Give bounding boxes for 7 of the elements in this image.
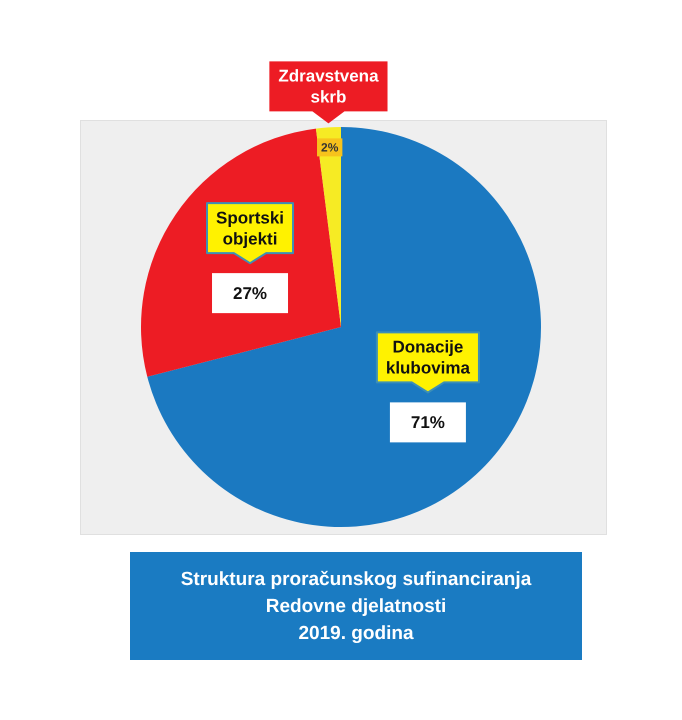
slice-label: Donacije klubovima xyxy=(386,338,470,378)
text: Struktura proračunskog sufinanciranja Redovne djelatnosti 2019. godina xyxy=(180,568,532,646)
data-label: 71% xyxy=(410,413,445,432)
data-label: 27% xyxy=(233,284,268,303)
data-label: 2% xyxy=(321,140,339,155)
slice-label: Zdravstvena skrb xyxy=(278,66,380,107)
slice-label: Sportski objekti xyxy=(216,208,284,248)
